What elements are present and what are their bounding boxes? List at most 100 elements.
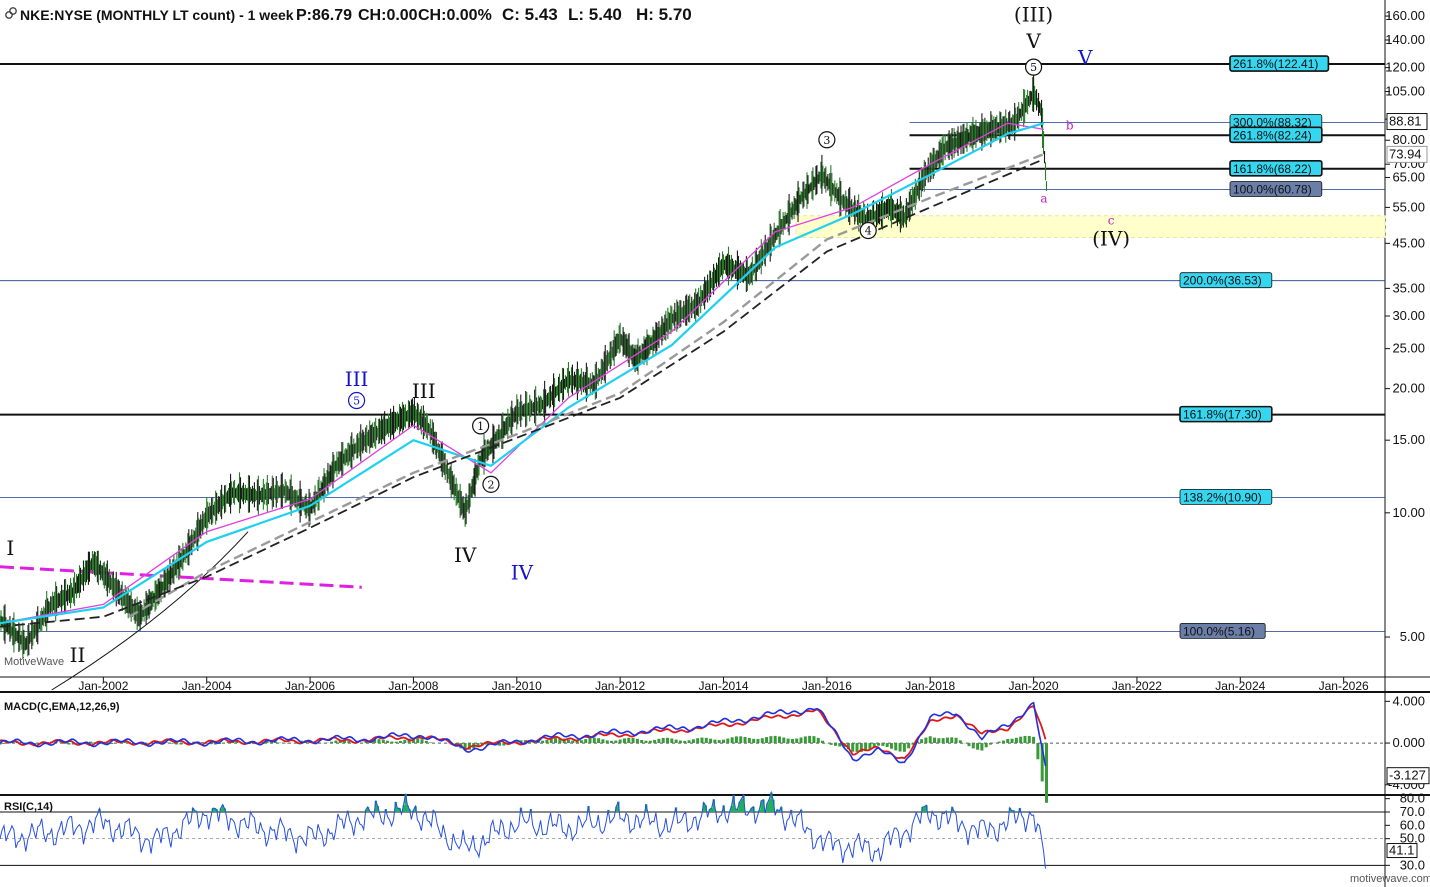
high-value: H: 5.70 — [636, 5, 692, 24]
macd-histogram-bar — [743, 737, 747, 744]
macd-histogram-bar — [726, 738, 730, 744]
macd-histogram-bar — [644, 740, 648, 744]
time-tick-label: Jan-2018 — [905, 679, 955, 693]
price-tick-label: 140.00 — [1385, 32, 1425, 47]
macd-histogram-bar — [989, 743, 993, 745]
macd-histogram-bar — [1036, 743, 1040, 760]
rsi-tick-label: 80.0 — [1400, 791, 1425, 806]
macd-histogram-bar — [467, 743, 471, 750]
wave-label: 2 — [487, 478, 494, 491]
macd-histogram-bar — [997, 741, 1001, 744]
macd-histogram-bar — [1010, 738, 1014, 744]
macd-histogram-bar — [976, 743, 980, 750]
price-tick-label: 105.00 — [1385, 84, 1425, 99]
macd-histogram-bar — [618, 739, 622, 744]
macd-histogram-bar — [162, 741, 166, 744]
macd-histogram-bar — [610, 740, 614, 744]
macd-histogram-bar — [166, 742, 170, 744]
macd-histogram-bar — [175, 743, 179, 745]
macd-histogram-bar — [666, 737, 670, 744]
macd-histogram-bar — [765, 737, 769, 744]
macd-histogram-bar — [123, 741, 127, 744]
macd-histogram-bar — [812, 736, 816, 744]
macd-histogram-bar — [846, 743, 850, 750]
price-tick-label: 65.00 — [1392, 169, 1425, 184]
fib-level-label: 161.8%(68.22) — [1233, 162, 1312, 176]
wave-label: III — [345, 367, 369, 391]
fib-level-badge — [1179, 272, 1273, 289]
macd-histogram-bar — [394, 741, 398, 744]
macd-histogram-bar — [71, 743, 75, 745]
macd-histogram-bar — [226, 741, 230, 744]
macd-histogram-bar — [502, 743, 506, 746]
time-tick-label: Jan-2020 — [1009, 679, 1059, 693]
macd-histogram-bar — [816, 737, 820, 744]
macd-histogram-bar — [911, 743, 915, 745]
fib-level-label: 200.0%(36.53) — [1183, 274, 1262, 288]
macd-histogram-bar — [1023, 735, 1027, 744]
macd-histogram-bar — [1040, 743, 1044, 782]
macd-histogram-bar — [717, 740, 721, 744]
fib-level-label: 100.0%(60.78) — [1233, 182, 1312, 196]
rsi-tick-label: 50.0 — [1400, 831, 1425, 846]
fast-moving-average — [0, 122, 1045, 624]
rsi-overbought-fill — [213, 808, 217, 812]
rsi-overbought-fill — [708, 809, 711, 812]
fib-level-badge — [1179, 622, 1266, 639]
rsi-overbought-fill — [768, 799, 771, 812]
macd-histogram-bar — [700, 737, 704, 744]
macd-histogram-bar — [235, 741, 239, 744]
macd-histogram-bar — [403, 739, 407, 744]
rsi-overbought-fill — [191, 807, 195, 812]
macd-histogram-bar — [287, 743, 291, 744]
rsi-overbought-fill — [742, 795, 745, 812]
rsi-overbought-fill — [750, 808, 753, 812]
macd-histogram-bar — [868, 743, 872, 750]
fib-level-badge — [1229, 55, 1330, 72]
macd-histogram-bar — [674, 739, 678, 744]
wave-label-circle — [818, 131, 836, 149]
cyan-moving-average — [0, 122, 1045, 625]
rsi-overbought-fill — [734, 808, 737, 812]
rsi-overbought-fill — [766, 803, 769, 812]
macd-line — [0, 701, 1047, 767]
macd-value-tag — [1386, 767, 1430, 785]
current-price-tag — [1386, 113, 1428, 131]
macd-histogram-bar — [945, 737, 949, 744]
motivewave-logo-text: MotiveWave — [4, 656, 64, 668]
macd-histogram-bar — [261, 741, 265, 744]
macd-histogram — [0, 735, 1049, 803]
macd-histogram-bar — [1001, 740, 1005, 744]
macd-histogram-bar — [739, 736, 743, 744]
macd-histogram-bar — [274, 741, 278, 744]
macd-histogram-bar — [2, 743, 6, 744]
macd-histogram-bar — [338, 739, 342, 744]
price-tick-label: 55.00 — [1392, 199, 1425, 214]
macd-histogram-bar — [889, 743, 893, 749]
wave-label: 3 — [823, 134, 830, 147]
fib-level-badge — [1229, 181, 1323, 197]
macd-histogram-bar — [614, 740, 618, 744]
macd-histogram-bar — [248, 743, 252, 745]
macd-histogram-bar — [377, 739, 381, 744]
macd-histogram-bar — [769, 736, 773, 744]
link-icon[interactable] — [5, 7, 17, 19]
macd-histogram-bar — [937, 738, 941, 744]
macd-histogram-bar — [627, 737, 631, 744]
macd-histogram-bar — [687, 740, 691, 744]
wave-label: (IV) — [1092, 226, 1130, 250]
macd-histogram-bar — [709, 738, 713, 744]
macd-histogram-bar — [683, 740, 687, 744]
macd-histogram-bar — [635, 738, 639, 744]
macd-histogram-bar — [566, 739, 570, 744]
macd-histogram-bar — [756, 738, 760, 744]
macd-histogram-bar — [429, 742, 433, 744]
macd-histogram-bar — [584, 739, 588, 744]
macd-histogram-bar — [933, 737, 937, 744]
macd-histogram-bar — [88, 741, 92, 744]
macd-histogram-bar — [902, 743, 906, 752]
macd-histogram-bar — [657, 738, 661, 744]
rsi-overbought-fill — [762, 799, 765, 812]
macd-histogram-bar — [549, 738, 553, 744]
